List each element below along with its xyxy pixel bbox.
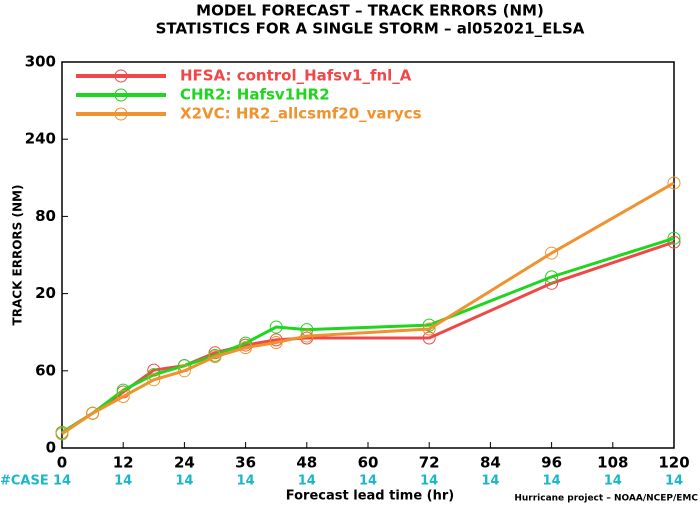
point (86, 406, 100, 420)
series-line (61, 240, 675, 434)
x-tick-label: 96 (541, 454, 562, 472)
point (55, 427, 69, 441)
case-count: 14 (543, 474, 561, 489)
x-tick-label: 12 (113, 454, 134, 472)
y-tick-label: 60 (35, 361, 56, 379)
point (545, 246, 559, 260)
legend-marker (114, 107, 128, 121)
point (667, 231, 681, 245)
legend-marker (114, 69, 128, 83)
series-line (61, 236, 675, 434)
chart-title: MODEL FORECAST – TRACK ERRORS (NM) (196, 2, 544, 20)
x-tick-label: 120 (658, 454, 689, 472)
x-tick-label: 36 (235, 454, 256, 472)
y-tick-label: 80 (35, 207, 56, 225)
x-tick-label: 60 (358, 454, 379, 472)
point (239, 341, 253, 355)
case-count: 14 (114, 474, 132, 489)
x-tick-label: 0 (57, 454, 67, 472)
case-count: 14 (665, 474, 683, 489)
point (147, 373, 161, 387)
case-label: #CASE (0, 474, 49, 489)
case-count: 14 (53, 474, 71, 489)
y-tick-label: 240 (25, 130, 56, 148)
legend-label: X2VC: HR2_allcsmf20_varycs (180, 105, 422, 123)
case-count: 14 (237, 474, 255, 489)
case-count: 14 (420, 474, 438, 489)
case-count: 14 (481, 474, 499, 489)
y-tick-label: 300 (25, 53, 56, 71)
chart-subtitle: STATISTICS FOR A SINGLE STORM – al052021… (156, 20, 585, 38)
y-tick-label: 20 (35, 284, 56, 302)
legend-marker (114, 88, 128, 102)
point (116, 390, 130, 404)
series-line (61, 181, 675, 436)
y-axis-label: TRACK ERRORS (NM) (11, 185, 25, 326)
point (667, 235, 681, 249)
point (300, 329, 314, 343)
case-count: 14 (175, 474, 193, 489)
x-tick-label: 72 (419, 454, 440, 472)
point (545, 270, 559, 284)
x-tick-label: 108 (597, 454, 628, 472)
point (422, 331, 436, 345)
x-tick-label: 24 (174, 454, 195, 472)
point (422, 322, 436, 336)
point (269, 335, 283, 349)
case-count: 14 (359, 474, 377, 489)
case-count: 14 (298, 474, 316, 489)
x-tick-label: 84 (480, 454, 501, 472)
point (177, 364, 191, 378)
x-axis-label: Forecast lead time (hr) (286, 489, 454, 504)
y-tick-label: 0 (46, 439, 56, 457)
footer: Hurricane project – NOAA/NCEP/EMC (514, 494, 698, 504)
legend-label: HFSA: control_Hafsv1_fnl_A (180, 67, 412, 85)
legend-label: CHR2: Hafsv1HR2 (180, 86, 330, 104)
x-tick-label: 48 (296, 454, 317, 472)
point (667, 176, 681, 190)
case-count: 14 (604, 474, 622, 489)
point (208, 350, 222, 364)
point (269, 320, 283, 334)
